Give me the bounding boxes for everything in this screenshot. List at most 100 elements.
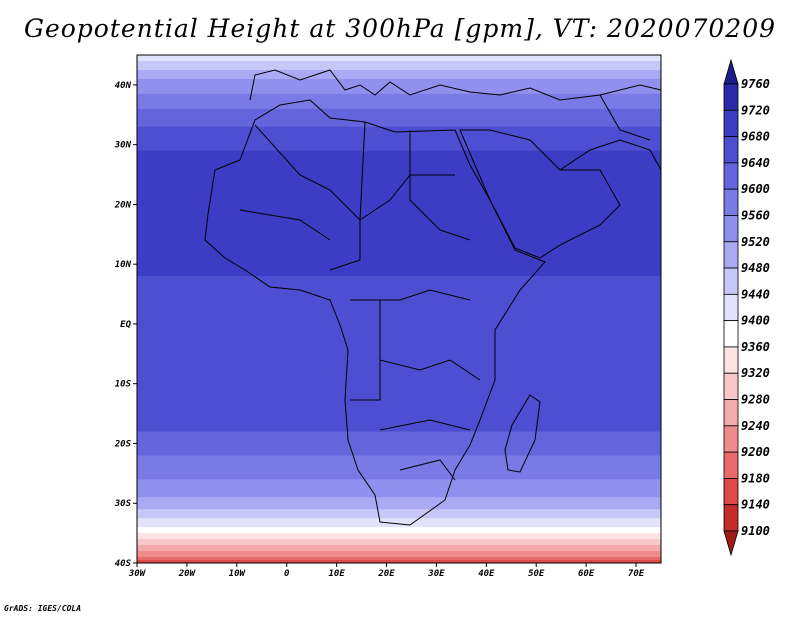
colorbar-box <box>723 162 739 190</box>
colorbar-box <box>723 267 739 295</box>
field-strip <box>137 156 661 161</box>
lon-tick-label: 20W <box>178 569 197 579</box>
field-strip <box>137 536 661 540</box>
field-strip <box>137 63 661 68</box>
field-strip <box>137 452 661 457</box>
field-strip <box>137 473 661 477</box>
field-strip <box>137 521 661 525</box>
field-strip <box>137 258 661 262</box>
field-strip <box>137 530 661 534</box>
field-strip <box>137 69 661 74</box>
field-strip <box>137 335 661 340</box>
colorbar-label: 9480 <box>741 261 770 275</box>
field-strip <box>137 240 661 244</box>
plot-frame <box>136 54 662 564</box>
field-strip <box>137 326 661 331</box>
field-strip <box>137 500 661 504</box>
field-strip <box>137 518 661 522</box>
lon-tick-label: 60E <box>578 569 595 579</box>
field-strip <box>137 539 661 543</box>
field-strip <box>137 446 661 451</box>
lat-tick-label: 10S <box>115 380 132 390</box>
europe-coastline <box>249 69 661 101</box>
field-strip <box>137 267 661 271</box>
field-strip <box>137 410 661 415</box>
field-strip <box>137 102 661 107</box>
field-strip <box>137 93 661 98</box>
field-strip <box>137 216 661 220</box>
colorbar-label: 9520 <box>741 235 770 249</box>
field-strip <box>137 261 661 265</box>
field-strip <box>137 380 661 385</box>
field-strip <box>137 365 661 370</box>
lon-tick-label: 0 <box>284 569 290 579</box>
field-strip <box>137 279 661 283</box>
lat-tick-label: 10N <box>115 260 132 270</box>
field-strip <box>137 294 661 298</box>
field-strip <box>137 198 661 203</box>
field-strip <box>137 195 661 200</box>
colorbar-box <box>723 504 739 532</box>
field-strip <box>137 512 661 516</box>
field-strip <box>137 353 661 358</box>
colorbar-box <box>723 451 739 479</box>
field-strip <box>137 132 661 137</box>
field-strip <box>137 509 661 513</box>
lat-tick-label: 30S <box>114 499 132 509</box>
longitude-axis: 30W 20W 10W 0 10E 20E 30E 40E 50E 60E 70E <box>128 563 645 579</box>
field-strip <box>137 210 661 214</box>
colorbar-label: 9640 <box>741 156 770 170</box>
colorbar-label: 9440 <box>741 287 770 301</box>
field-strip <box>137 114 661 119</box>
field-strip <box>137 60 661 65</box>
field-strip <box>137 252 661 256</box>
field-strip <box>137 407 661 412</box>
lon-tick-label: 10W <box>229 569 247 579</box>
field-strip <box>137 84 661 89</box>
arabia-coastline <box>459 129 621 259</box>
lat-tick-label: 20N <box>114 200 132 210</box>
lon-tick-label: 70E <box>628 569 645 579</box>
colorbar-label: 9560 <box>741 208 770 222</box>
colorbar: 9760 9720 9680 9640 9600 9560 9520 9480 9440 9400… <box>723 58 770 557</box>
field-strip <box>137 392 661 397</box>
field-strip <box>137 398 661 403</box>
field-strip <box>137 497 661 501</box>
field-strip <box>137 213 661 217</box>
lat-tick-label: 30N <box>114 141 132 151</box>
field-strip <box>137 320 661 325</box>
field-strip <box>137 282 661 286</box>
field-strip <box>137 78 661 83</box>
field-strip <box>137 237 661 241</box>
field-strip <box>137 168 661 173</box>
field-strip <box>137 138 661 143</box>
field-strip <box>137 270 661 274</box>
field-strip <box>137 255 661 259</box>
field-strip <box>137 545 661 549</box>
field-strip <box>137 165 661 170</box>
field-strip <box>137 557 661 561</box>
field-strip <box>137 159 661 164</box>
field-strip <box>137 503 661 507</box>
lat-tick-label: 20S <box>114 439 132 449</box>
field-strip <box>137 273 661 277</box>
colorbar-box <box>723 399 739 427</box>
field-strip <box>137 425 661 430</box>
field-strip <box>137 437 661 442</box>
coastlines <box>204 69 661 526</box>
field-strip <box>137 449 661 454</box>
field-strip <box>137 368 661 373</box>
colorbar-label: 9180 <box>741 471 770 485</box>
field-strip <box>137 551 661 555</box>
field-strip <box>137 306 661 310</box>
colorbar-box <box>723 241 739 269</box>
colorbar-label: 9400 <box>741 314 770 328</box>
field-strip <box>137 162 661 167</box>
field-strip <box>137 108 661 113</box>
field-strip <box>137 443 661 448</box>
colorbar-box <box>723 372 739 400</box>
field-strip <box>137 344 661 349</box>
field-strip <box>137 180 661 185</box>
field-strip <box>137 374 661 379</box>
field-strip <box>137 303 661 307</box>
